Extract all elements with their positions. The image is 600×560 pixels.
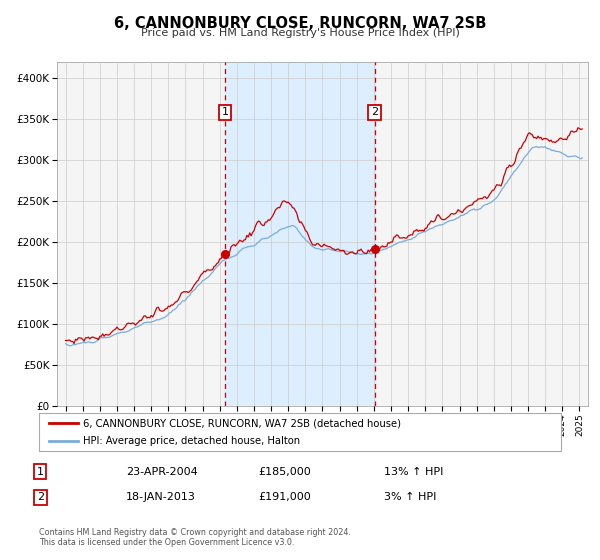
Text: 6, CANNONBURY CLOSE, RUNCORN, WA7 2SB: 6, CANNONBURY CLOSE, RUNCORN, WA7 2SB bbox=[114, 16, 486, 31]
Text: 18-JAN-2013: 18-JAN-2013 bbox=[126, 492, 196, 502]
Text: 1: 1 bbox=[37, 466, 44, 477]
Text: Price paid vs. HM Land Registry's House Price Index (HPI): Price paid vs. HM Land Registry's House … bbox=[140, 28, 460, 38]
Text: 1: 1 bbox=[221, 108, 229, 118]
Text: 3% ↑ HPI: 3% ↑ HPI bbox=[384, 492, 436, 502]
Text: Contains HM Land Registry data © Crown copyright and database right 2024.: Contains HM Land Registry data © Crown c… bbox=[39, 528, 351, 536]
Text: 23-APR-2004: 23-APR-2004 bbox=[126, 466, 198, 477]
Bar bbox=[225, 62, 375, 406]
Text: HPI: Average price, detached house, Halton: HPI: Average price, detached house, Halt… bbox=[83, 436, 301, 446]
Text: 2: 2 bbox=[371, 108, 379, 118]
Text: £185,000: £185,000 bbox=[258, 466, 311, 477]
Text: This data is licensed under the Open Government Licence v3.0.: This data is licensed under the Open Gov… bbox=[39, 538, 295, 547]
Text: 13% ↑ HPI: 13% ↑ HPI bbox=[384, 466, 443, 477]
Text: £191,000: £191,000 bbox=[258, 492, 311, 502]
Text: 6, CANNONBURY CLOSE, RUNCORN, WA7 2SB (detached house): 6, CANNONBURY CLOSE, RUNCORN, WA7 2SB (d… bbox=[83, 418, 401, 428]
Text: 2: 2 bbox=[37, 492, 44, 502]
